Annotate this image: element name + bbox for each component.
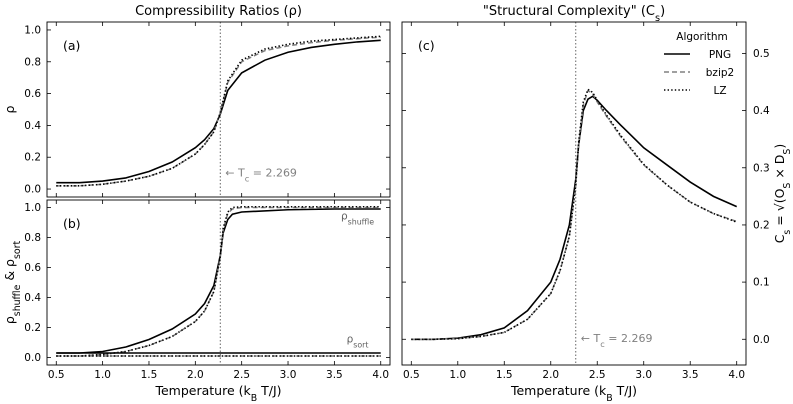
series-line-bzip2 xyxy=(56,36,381,187)
y-tick-label: 0.0 xyxy=(24,184,41,196)
chart-title: "Structural Complexity" (Cs) xyxy=(483,4,665,24)
x-tick-label: 2.5 xyxy=(589,369,606,381)
y-tick-label: 0.4 xyxy=(24,292,41,304)
series-line-png-shuffle- xyxy=(56,208,381,354)
x-tick-label: 0.5 xyxy=(403,369,420,381)
x-tick-label: 1.0 xyxy=(94,369,111,381)
y-tick-label: 0.0 xyxy=(24,352,41,364)
y-tick-label: 0.5 xyxy=(753,48,770,60)
x-tick-label: 0.5 xyxy=(48,369,65,381)
y-tick-label: 0.6 xyxy=(24,262,41,274)
series-line-lz xyxy=(411,88,737,341)
y-tick-label: 0.2 xyxy=(24,152,41,164)
y-tick-label: 0.2 xyxy=(753,219,770,231)
annotation-label: ρsort xyxy=(347,334,369,350)
legend: Algorithm PNG bzip2 LZ xyxy=(664,31,734,97)
x-tick-label: 1.0 xyxy=(449,369,466,381)
y-axis-label: Cs = √(OS × DS) xyxy=(772,144,793,244)
series-line-bzip2-shuffle- xyxy=(56,206,381,357)
panel-label: (a) xyxy=(63,38,80,53)
x-tick-label: 3.0 xyxy=(635,369,652,381)
y-tick-label: 1.0 xyxy=(24,24,41,36)
x-axis-label: Temperature (kB T/J) xyxy=(154,383,281,404)
chart-panel-b: 0.5 1.0 1.5 2.0 2.5 3.0 3.5 4.0 0.0 0.2 0.4 0.6 0.8 1… xyxy=(2,199,391,404)
y-tick-label: 0.8 xyxy=(24,232,41,244)
y-tick-label: 1.0 xyxy=(24,202,41,214)
x-tick-label: 2.0 xyxy=(542,369,559,381)
x-tick-label: 3.0 xyxy=(280,369,297,381)
x-tick-label: 2.5 xyxy=(233,369,250,381)
y-tick-label: 0.1 xyxy=(753,277,770,289)
tc-label: ← Tc = 2.269 xyxy=(225,166,297,183)
legend-title: Algorithm xyxy=(676,31,727,43)
axes-frame xyxy=(46,199,391,366)
legend-entry-lz: LZ xyxy=(713,85,726,97)
x-tick-label: 4.0 xyxy=(372,369,389,381)
panel-label: (c) xyxy=(418,38,435,53)
series-line-lz xyxy=(56,35,381,187)
x-tick-label: 3.5 xyxy=(326,369,343,381)
chart-title: Compressibility Ratios (ρ) xyxy=(135,4,302,19)
annotation-label: ρshuffle xyxy=(341,211,374,227)
y-tick-label: 0.3 xyxy=(753,162,770,174)
y-axis-label: ρ xyxy=(2,105,17,113)
y-axis-label: ρshuffle & ρsort xyxy=(2,241,23,325)
series-line-bzip2 xyxy=(411,89,737,341)
x-tick-label: 1.5 xyxy=(496,369,513,381)
axes-frame xyxy=(401,21,747,366)
axes-frame xyxy=(46,21,391,198)
tc-label: ← Tc = 2.269 xyxy=(581,332,653,349)
series-line-lz-shuffle- xyxy=(56,205,381,357)
y-tick-label: 0.8 xyxy=(24,56,41,68)
panel-label: (b) xyxy=(63,216,81,231)
x-tick-label: 1.5 xyxy=(141,369,158,381)
y-tick-label: 0.6 xyxy=(24,88,41,100)
legend-entry-png: PNG xyxy=(709,49,731,61)
chart-panel-a: Compressibility Ratios (ρ) 0.0 0.2 0.4 0.6 0.… xyxy=(2,4,391,198)
legend-entry-bzip2: bzip2 xyxy=(706,67,734,79)
series-line-png xyxy=(56,39,381,184)
y-tick-label: 0.4 xyxy=(24,120,41,132)
x-tick-label: 2.0 xyxy=(187,369,204,381)
series-line-png xyxy=(411,95,738,341)
chart-panel-c: "Structural Complexity" (Cs) 0.5 1.0 1.5 2.0… xyxy=(401,4,793,404)
x-tick-label: 4.0 xyxy=(728,369,745,381)
y-tick-label: 0.4 xyxy=(753,105,770,117)
y-tick-label: 0.2 xyxy=(24,322,41,334)
x-tick-label: 3.5 xyxy=(682,369,699,381)
x-axis-label: Temperature (kB T/J) xyxy=(510,383,637,404)
y-tick-label: 0.0 xyxy=(753,334,770,346)
